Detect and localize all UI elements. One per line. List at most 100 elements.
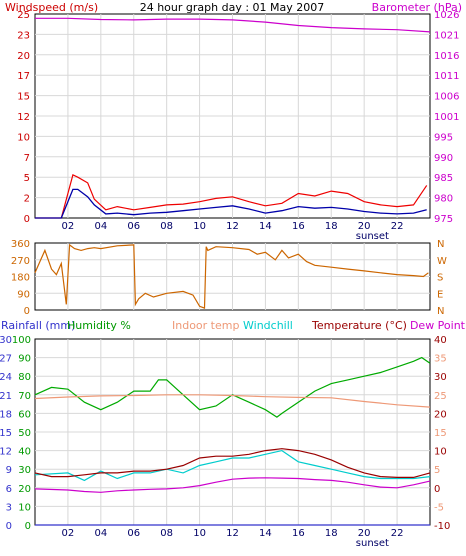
panel-temperature-x-tick-label: 20 [358,528,371,539]
humidity-tick-label: 70 [18,391,31,402]
panel-wind-sunset-annotation: sunset [356,231,389,242]
windspeed-tick-label: 2 [24,194,30,205]
temperature-tick-label: 35 [434,354,447,365]
direction-tick-label: 0 [24,306,30,317]
barometer-tick-label: 985 [434,173,453,184]
rainfall-tick-label: 24 [0,372,12,383]
series-direction-line [34,243,429,309]
panel-wind-x-tick-label: 08 [160,221,173,232]
series-humidity-line [34,356,431,418]
temperature-tick-label: -5 [434,502,444,513]
panel-wind-x-tick-label: 10 [193,221,206,232]
rainfall-tick-label: 18 [0,409,12,420]
series-average-line [35,188,427,219]
compass-tick-label: E [437,289,443,300]
panel-temperature-x-tick-label: 16 [292,528,305,539]
humidity-tick-label: 0 [25,521,31,532]
temperature-tick-label: 20 [434,409,447,420]
panel-temperature-x-tick-label: 08 [160,528,173,539]
windspeed-tick-label: 5 [24,173,30,184]
temperature-tick-label: 5 [434,465,440,476]
barometer-tick-label: 980 [434,194,453,205]
humidity-tick-label: 80 [18,372,31,383]
rainfall-tick-label: 27 [0,354,12,365]
temperature-tick-label: 40 [434,335,447,346]
chart-marks: 0257101215172023259759809859909951001100… [0,10,459,549]
series-dew-point-line [34,477,431,493]
direction-tick-label: 90 [17,289,30,300]
rainfall-tick-label: 15 [0,428,12,439]
series-barometer-line [35,17,431,33]
panel-wind-x-tick-label: 16 [292,221,305,232]
temperature-tick-label: 25 [434,391,447,402]
rainfall-tick-label: 6 [6,484,12,495]
humidity-tick-label: 90 [18,354,31,365]
barometer-tick-label: 1016 [434,51,459,62]
windspeed-tick-label: 10 [17,132,30,143]
panel-wind-x-tick-label: 20 [358,221,371,232]
windspeed-axis-label: Windspeed (m/s) [5,1,98,14]
panel-temperature-x-tick-label: 10 [193,528,206,539]
panel-temperature-sunset-annotation: sunset [356,538,389,549]
barometer-tick-label: 1021 [434,30,459,41]
rainfall-tick-label: 9 [6,465,12,476]
panel-wind-x-tick-label: 12 [226,221,239,232]
humidity-axis-label: Humidity % [67,319,131,332]
humidity-tick-label: 40 [18,447,31,458]
rainfall-tick-label: 12 [0,447,12,458]
compass-tick-label: W [437,256,447,267]
windspeed-tick-label: 23 [17,30,30,41]
series-windchill-line [34,449,431,482]
temperature-axis-label: Temperature (°C) [311,319,407,332]
panel-wind-x-tick-label: 18 [325,221,338,232]
panel-wind-x-tick-label: 14 [259,221,272,232]
panel-wind-x-tick-label: 04 [94,221,107,232]
panel-temperature-x-tick-label: 22 [391,528,404,539]
series-gust-line [35,173,428,219]
windchill-label: Windchill [243,319,293,332]
panel-temperature-x-tick-label: 02 [62,528,75,539]
barometer-axis-label: Barometer (hPa) [372,1,462,14]
barometer-tick-label: 1006 [434,92,459,103]
rainfall-tick-label: 3 [6,502,12,513]
chart-title: 24 hour graph day : 01 May 2007 [140,1,325,14]
panel-temperature-x-tick-label: 18 [325,528,338,539]
rainfall-tick-label: 30 [0,335,12,346]
windspeed-tick-label: 20 [17,51,30,62]
panel-temperature-x-tick-label: 14 [259,528,272,539]
temperature-tick-label: 15 [434,428,447,439]
compass-tick-label: N [437,306,444,317]
barometer-tick-label: 1011 [434,71,459,82]
windspeed-tick-label: 25 [17,10,30,21]
panel-wind-x-tick-label: 02 [62,221,75,232]
panel-wind-x-tick-label: 22 [391,221,404,232]
barometer-tick-label: 1001 [434,112,459,123]
panel-wind-x-tick-label: 06 [127,221,140,232]
humidity-tick-label: 100 [12,335,31,346]
indoor-temp-label: Indoor temp [172,319,239,332]
series-temperature-line [34,448,431,478]
temperature-tick-label: 0 [434,484,440,495]
panel-temperature-x-tick-label: 12 [226,528,239,539]
humidity-tick-label: 60 [18,409,31,420]
humidity-tick-label: 50 [18,428,31,439]
panel-temperature-x-tick-label: 04 [94,528,107,539]
barometer-tick-label: 995 [434,132,453,143]
windspeed-tick-label: 15 [17,92,30,103]
direction-tick-label: 180 [11,273,30,284]
barometer-tick-label: 975 [434,214,453,225]
panel-temperature-x-tick-label: 06 [127,528,140,539]
temperature-tick-label: -10 [434,521,450,532]
rainfall-axis-label: Rainfall (mm) [1,319,75,332]
barometer-tick-label: 1026 [434,10,459,21]
barometer-tick-label: 990 [434,153,453,164]
windspeed-tick-label: 12 [17,112,30,123]
windspeed-tick-label: 17 [17,71,30,82]
rainfall-tick-label: 0 [6,521,12,532]
windspeed-tick-label: 7 [24,153,30,164]
direction-tick-label: 270 [11,256,30,267]
humidity-tick-label: 20 [18,484,31,495]
humidity-tick-label: 10 [18,502,31,513]
temperature-tick-label: 30 [434,372,447,383]
